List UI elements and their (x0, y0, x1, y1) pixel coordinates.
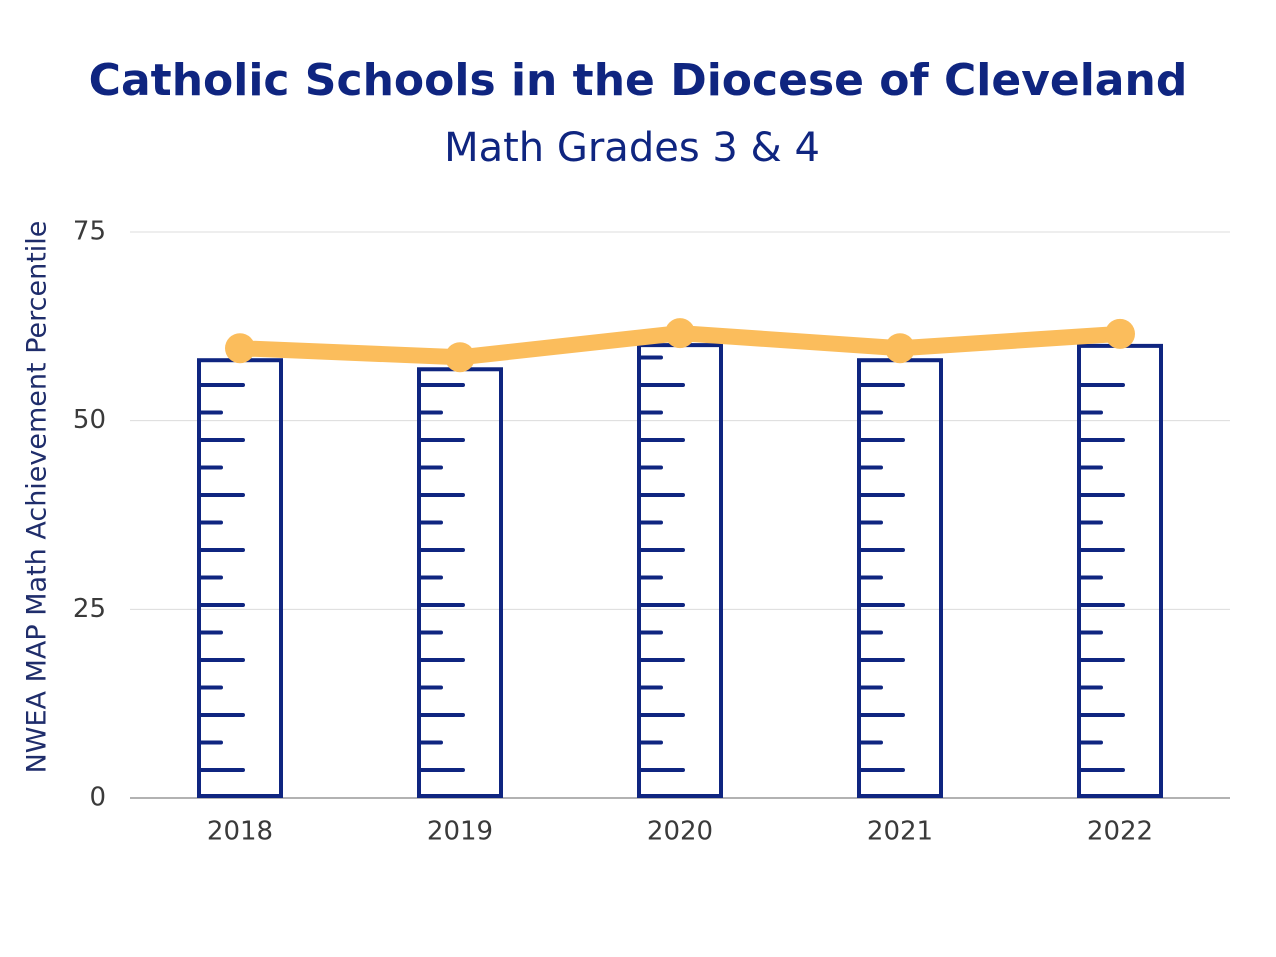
y-axis-label: NWEA MAP Math Achievement Percentile (22, 221, 53, 774)
x-tick-label: 2019 (427, 817, 493, 847)
y-tick-label: 0 (89, 783, 106, 813)
data-point (1105, 318, 1135, 349)
x-tick-label: 2021 (867, 817, 933, 847)
y-tick-label: 50 (73, 405, 106, 435)
data-point (445, 342, 475, 373)
chart-subtitle: Math Grades 3 & 4 (444, 125, 820, 171)
chart-title: Catholic Schools in the Diocese of Cleve… (89, 55, 1188, 106)
x-tick-label: 2018 (207, 817, 273, 847)
ruler-bar (417, 367, 503, 798)
y-tick-label: 25 (73, 594, 106, 624)
y-tick-label: 75 (73, 217, 106, 247)
data-point (225, 333, 255, 364)
x-tick-label: 2022 (1087, 817, 1153, 847)
data-point (885, 333, 915, 364)
x-tick-label: 2020 (647, 817, 713, 847)
data-point (665, 318, 695, 349)
